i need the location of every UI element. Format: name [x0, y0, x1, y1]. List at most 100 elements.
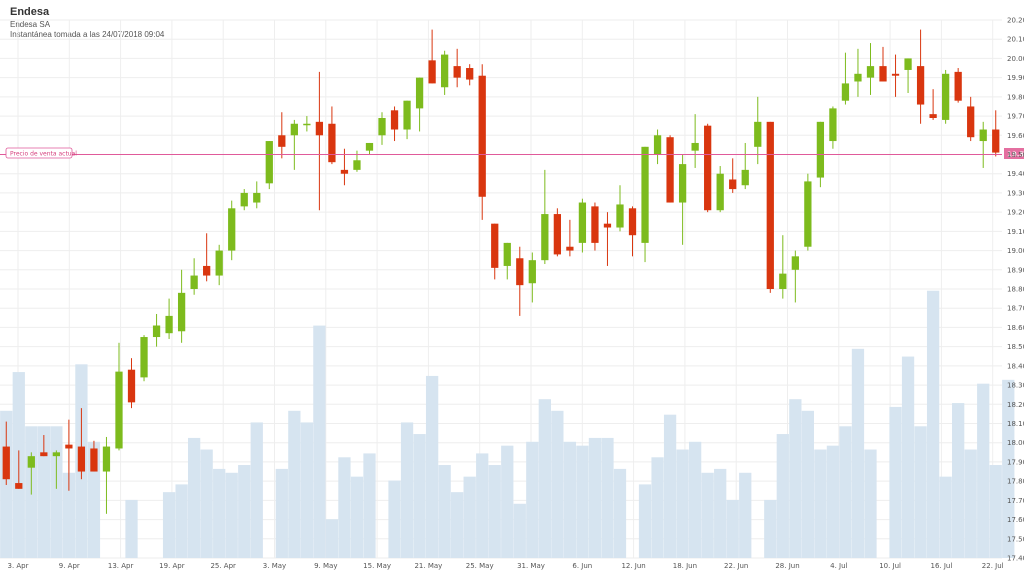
volume-bar — [50, 426, 63, 558]
candle-body — [390, 110, 399, 130]
reference-label-box — [5, 147, 73, 159]
volume-bar — [551, 410, 564, 558]
volume-bar — [663, 414, 677, 558]
y-tick-label: 18.50 — [1007, 343, 1024, 351]
candle-body — [503, 242, 511, 266]
snapshot-timestamp: Instantánea tomada a las 24/07/2018 09:0… — [10, 30, 165, 39]
candle-body — [290, 123, 298, 136]
volume-bar — [977, 383, 990, 558]
x-tick-label: 12. Jun — [621, 562, 645, 570]
volume-bar — [914, 426, 927, 558]
x-tick-label: 9. Apr — [59, 562, 80, 570]
volume-bar — [250, 422, 263, 558]
volume-bar — [701, 472, 714, 558]
volume-bar — [162, 492, 176, 558]
volume-bar — [463, 476, 476, 558]
y-tick-label: 17.80 — [1007, 478, 1024, 486]
y-tick-label: 20.10 — [1007, 36, 1024, 44]
candle-body — [829, 108, 837, 142]
y-tick-label: 17.90 — [1007, 458, 1024, 466]
candle-body — [315, 121, 324, 136]
candle-body — [40, 452, 48, 457]
candle-body — [453, 66, 461, 78]
volume-bar — [213, 468, 226, 558]
volume-bar — [952, 403, 965, 558]
candle-body — [603, 223, 612, 228]
volume-bar — [814, 449, 827, 558]
candle-body — [891, 73, 900, 76]
candle-body — [2, 446, 10, 480]
candle-body — [541, 214, 549, 261]
volume-bar — [513, 503, 526, 558]
volume-bar — [964, 449, 977, 558]
candle-body — [90, 448, 98, 472]
y-tick-label: 18.70 — [1007, 305, 1024, 313]
volume-bar — [200, 449, 213, 558]
candle-body — [754, 121, 762, 147]
candle-body — [428, 60, 436, 84]
volume-bar — [588, 437, 602, 558]
candle-body — [115, 371, 123, 449]
candle-body — [278, 135, 286, 147]
chart-subtitle: Endesa SA — [10, 20, 51, 29]
volume-bar — [275, 468, 288, 558]
candle-body — [854, 73, 862, 82]
candle-body — [378, 117, 386, 136]
volume-bar — [363, 453, 376, 558]
candle-body — [353, 160, 361, 170]
volume-bar — [451, 492, 464, 558]
candle-body — [904, 58, 912, 70]
x-tick-label: 3. Apr — [7, 562, 28, 570]
x-tick-label: 19. Apr — [159, 562, 185, 570]
y-tick-label: 19.80 — [1007, 93, 1024, 101]
candle-body — [804, 181, 812, 247]
candle-body — [102, 446, 111, 472]
candle-body — [516, 258, 524, 286]
volume-bar — [125, 499, 138, 558]
candle-body — [203, 265, 211, 276]
y-tick-label: 20.20 — [1007, 17, 1024, 25]
candle-body — [553, 214, 561, 255]
volume-bar — [839, 426, 852, 558]
current-price-value: 19.50 — [1007, 151, 1024, 159]
candle-body — [641, 146, 649, 243]
candle-body — [566, 246, 574, 251]
candle-body — [929, 114, 937, 118]
volume-bar — [939, 476, 952, 558]
price-candles — [2, 29, 1000, 514]
candle-body — [616, 204, 624, 228]
candle-body — [491, 223, 499, 268]
volume-bar — [1002, 379, 1015, 558]
candle-body — [591, 206, 599, 243]
candle-body — [15, 483, 23, 489]
x-tick-label: 22. Jul — [982, 562, 1004, 570]
volume-bar — [325, 519, 339, 558]
volume-bar — [901, 356, 915, 558]
volume-bar — [501, 445, 514, 558]
candle-body — [979, 129, 987, 142]
x-tick-label: 18. Jun — [673, 562, 697, 570]
y-tick-label: 18.10 — [1007, 420, 1024, 428]
y-tick-label: 18.20 — [1007, 401, 1024, 409]
candle-body — [841, 83, 850, 101]
volume-bar — [338, 457, 351, 558]
volume-bar — [62, 472, 76, 558]
candle-body — [466, 68, 474, 80]
volume-bar — [225, 472, 238, 558]
volume-bar — [313, 325, 326, 558]
x-tick-label: 6. Jun — [572, 562, 592, 570]
volume-bar — [37, 426, 50, 558]
volume-bar — [739, 472, 752, 558]
y-tick-label: 19.40 — [1007, 170, 1024, 178]
candle-body — [177, 292, 186, 332]
volume-bar — [714, 468, 727, 558]
candle-body — [303, 123, 311, 126]
volume-bar — [864, 449, 877, 558]
candle-body — [628, 208, 637, 236]
volume-bar — [764, 499, 777, 558]
x-tick-label: 3. May — [263, 562, 286, 570]
volume-bar — [613, 468, 627, 558]
y-tick-label: 17.70 — [1007, 497, 1024, 505]
volume-bar — [538, 399, 551, 558]
